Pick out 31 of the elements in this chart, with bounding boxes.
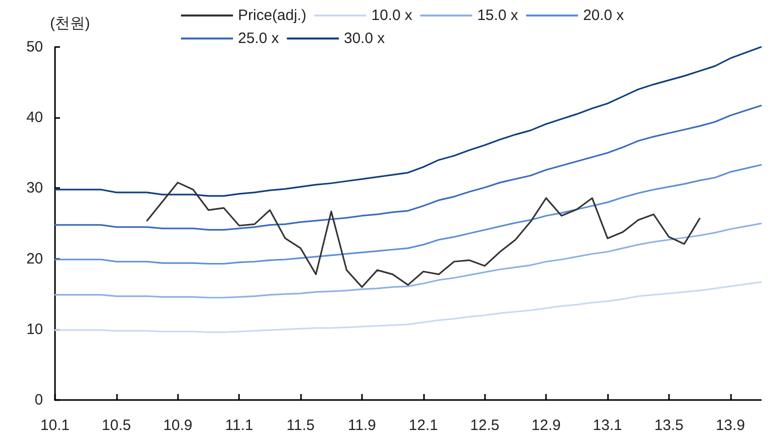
x-tick-label: 10.5 [102, 417, 131, 434]
x-tick-label: 10.9 [163, 417, 192, 434]
legend-label: 30.0 x [344, 30, 386, 47]
y-tick-label: 30 [26, 180, 43, 197]
legend-label: 10.0 x [371, 7, 413, 24]
y-tick-label: 40 [26, 109, 43, 126]
legend-label: 15.0 x [477, 7, 519, 24]
x-tick-label: 12.9 [532, 417, 561, 434]
y-tick-label: 10 [26, 320, 43, 338]
x-tick-label: 13.5 [654, 417, 684, 434]
legend-label: 20.0 x [583, 7, 624, 24]
x-tick-label: 13.9 [716, 417, 745, 434]
line-series [54, 281, 762, 334]
line-series [146, 182, 700, 288]
line-series [54, 104, 762, 231]
line-series [54, 222, 762, 298]
y-tick-label: 0 [34, 392, 43, 408]
x-tick-label: 11.9 [348, 417, 376, 434]
y-tick-label: 20 [26, 250, 43, 268]
y-tick-label: 50 [26, 38, 43, 56]
x-tick-label: 11.1 [225, 417, 254, 434]
line-series [54, 46, 762, 197]
x-tick-label: 11.5 [286, 417, 315, 434]
x-tick-label: 13.1 [592, 417, 622, 434]
line-series [54, 164, 762, 265]
x-tick-label: 12.5 [470, 417, 500, 434]
legend-label: 25.0 x [238, 30, 280, 47]
legend-label: Price(adj.) [238, 7, 306, 24]
y-axis-title: (천원) [50, 15, 90, 32]
x-tick-label: 12.1 [408, 417, 438, 434]
x-tick-label: 10.1 [40, 417, 70, 434]
